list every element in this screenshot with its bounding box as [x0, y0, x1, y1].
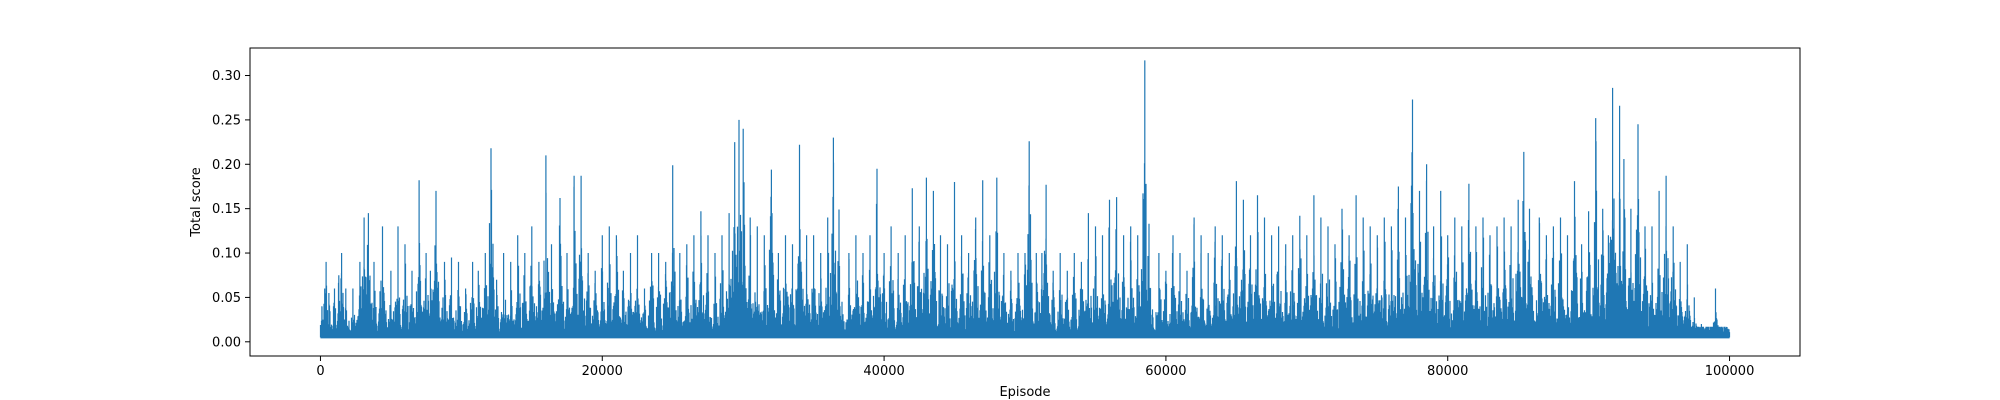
y-tick-label: 0.05	[212, 291, 241, 306]
x-axis-label: Episode	[999, 385, 1050, 400]
axes-layer: 0 20000 40000 60000 80000 100000 0.00 0.05 0.10 0…	[212, 69, 1754, 379]
plot-frame	[249, 47, 1801, 357]
y-tick-label: 0.30	[212, 69, 241, 84]
x-tick-label: 40000	[863, 364, 904, 379]
series-line	[319, 60, 1731, 338]
y-axis-label: Total score	[189, 167, 204, 237]
x-tick-label: 80000	[1427, 364, 1468, 379]
x-tick-label: 60000	[1145, 364, 1186, 379]
x-tick-label: 20000	[582, 364, 623, 379]
x-tick-label: 100000	[1705, 364, 1755, 379]
series-layer	[319, 60, 1731, 339]
y-tick-label: 0.15	[212, 202, 241, 217]
y-tick-label: 0.20	[212, 158, 241, 173]
x-tick-label: 0	[316, 364, 324, 379]
y-tick-label: 0.10	[212, 247, 241, 262]
y-tick-label: 0.00	[212, 335, 241, 350]
y-tick-label: 0.25	[212, 113, 241, 128]
